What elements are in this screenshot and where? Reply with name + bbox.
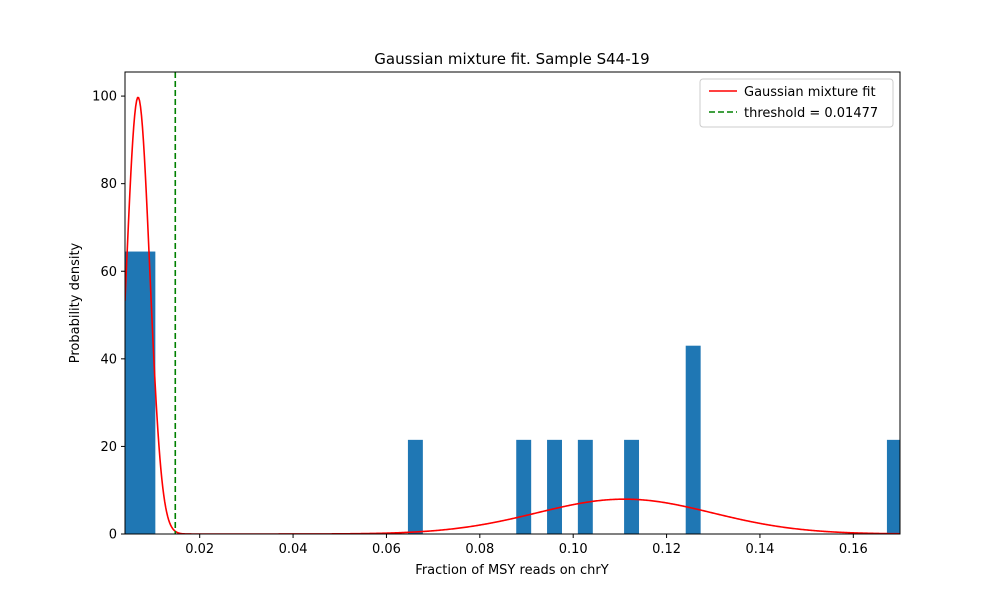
x-tick-label: 0.12	[652, 542, 681, 557]
plot-frame	[124, 71, 901, 535]
y-tick-label: 0	[109, 528, 117, 543]
gaussian-fit-series	[125, 96, 900, 534]
y-tick-label: 100	[92, 90, 117, 105]
x-tick-label: 0.16	[839, 542, 868, 557]
x-tick-label: 0.04	[279, 542, 308, 557]
chart-title: Gaussian mixture fit. Sample S44-19	[374, 50, 649, 68]
histogram-bar-2	[516, 439, 532, 534]
histogram-bars	[125, 251, 900, 534]
legend-box	[699, 78, 894, 128]
y-tick-label: 80	[100, 177, 117, 192]
y-axis-ticks: 0 20 40 60 80 100	[92, 90, 125, 543]
y-tick-label: 60	[100, 265, 117, 280]
legend-label-fit: Gaussian mixture fit	[744, 85, 876, 100]
histogram-bar-5	[624, 439, 640, 534]
x-tick-label: 0.14	[745, 542, 774, 557]
x-axis-label: Fraction of MSY reads on chrY	[415, 563, 608, 578]
x-tick-label: 0.02	[185, 542, 214, 557]
histogram-bar-1	[407, 439, 423, 534]
y-axis-label: Probability density	[68, 242, 83, 363]
x-tick-label: 0.08	[465, 542, 494, 557]
legend-label-threshold: threshold = 0.01477	[744, 106, 878, 121]
legend: Gaussian mixture fit threshold = 0.01477	[699, 78, 894, 128]
gaussian-fit-line	[125, 96, 900, 534]
histogram-bar-7	[886, 439, 900, 534]
histogram-bar-4	[577, 439, 593, 534]
histogram-bar-6	[685, 345, 701, 534]
y-tick-label: 40	[100, 352, 117, 367]
histogram-bar-3	[547, 439, 562, 534]
x-axis-ticks: 0.02 0.04 0.06 0.08 0.10 0.12 0.14 0.16	[185, 534, 868, 557]
x-tick-label: 0.06	[372, 542, 401, 557]
y-tick-label: 20	[100, 440, 117, 455]
x-tick-label: 0.10	[559, 542, 588, 557]
